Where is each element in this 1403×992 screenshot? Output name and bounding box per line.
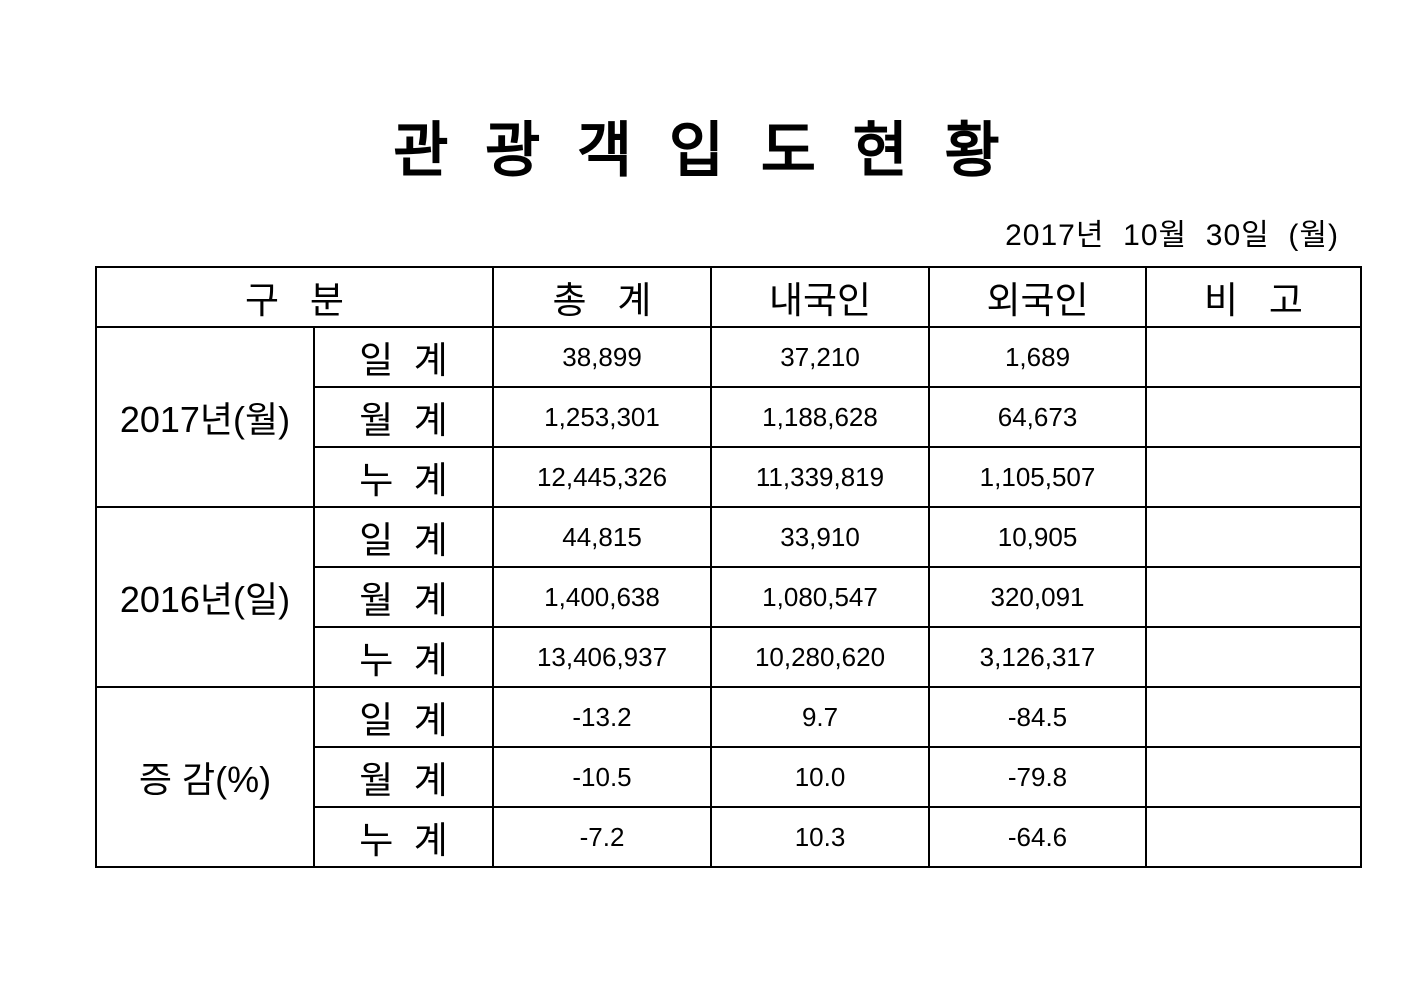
- cell-foreign: 3,126,317: [928, 626, 1148, 688]
- cell-foreign: -84.5: [928, 686, 1148, 748]
- cell-remarks: [1145, 446, 1363, 508]
- row-label: 누 계: [312, 446, 495, 508]
- cell-remarks: [1145, 746, 1363, 808]
- cell-foreign: -79.8: [928, 746, 1148, 808]
- cell-domestic: 10,280,620: [710, 626, 931, 688]
- cell-total: 1,253,301: [492, 386, 713, 448]
- cell-domestic: 10.0: [710, 746, 931, 808]
- cell-remarks: [1145, 686, 1363, 748]
- row-label: 일 계: [312, 326, 495, 388]
- cell-domestic: 33,910: [710, 506, 931, 568]
- row-label: 월 계: [312, 386, 495, 448]
- tourist-arrivals-table: 구 분 총 계 내국인 외국인 비 고 2017년(월) 일 계 38,899 …: [94, 266, 1363, 868]
- cell-foreign: -64.6: [928, 806, 1148, 868]
- row-label: 누 계: [312, 806, 495, 868]
- cell-foreign: 1,105,507: [928, 446, 1148, 508]
- table-row: 월 계 -10.5 10.0 -79.8: [96, 746, 1363, 808]
- table-row: 월 계 1,253,301 1,188,628 64,673: [96, 386, 1363, 448]
- report-date: 2017년 10월 30일 (월): [1005, 219, 1339, 252]
- cell-remarks: [1145, 566, 1363, 628]
- table-row: 증 감(%) 일 계 -13.2 9.7 -84.5: [95, 686, 1363, 868]
- table-header-row: 구 분 총 계 내국인 외국인 비 고: [94, 266, 1363, 328]
- cell-foreign: 1,689: [928, 326, 1148, 388]
- table-row: 2016년(일) 일 계 44,815 33,910 10,905: [95, 506, 1363, 688]
- page-title: 관 광 객 입 도 현 황: [393, 117, 1010, 184]
- cell-domestic: 9.7: [710, 686, 931, 748]
- table-row: 2017년(월) 일 계 38,899 37,210 1,689: [95, 326, 1363, 508]
- cell-domestic: 10.3: [710, 806, 931, 868]
- row-label: 월 계: [312, 746, 495, 808]
- cell-total: -7.2: [492, 806, 713, 868]
- row-label: 일 계: [312, 686, 495, 748]
- row-label: 일 계: [312, 506, 495, 568]
- cell-remarks: [1145, 506, 1363, 568]
- group-label-2016: 2016년(일): [95, 506, 315, 688]
- cell-foreign: 320,091: [928, 566, 1148, 628]
- cell-remarks: [1145, 326, 1363, 388]
- group-label-2017: 2017년(월): [95, 326, 315, 508]
- cell-domestic: 1,188,628: [710, 386, 931, 448]
- cell-remarks: [1145, 806, 1363, 868]
- table-row: 월 계 1,400,638 1,080,547 320,091: [96, 566, 1363, 628]
- header-total: 총 계: [492, 266, 713, 328]
- cell-total: -13.2: [492, 686, 713, 748]
- header-remarks: 비 고: [1145, 266, 1363, 328]
- cell-total: 1,400,638: [492, 566, 713, 628]
- header-foreign: 외국인: [928, 266, 1148, 328]
- cell-domestic: 1,080,547: [710, 566, 931, 628]
- group-label-change: 증 감(%): [95, 686, 315, 868]
- cell-total: 12,445,326: [492, 446, 713, 508]
- table-row: 누 계 12,445,326 11,339,819 1,105,507: [96, 446, 1363, 508]
- header-category: 구 분: [94, 266, 495, 328]
- row-label: 누 계: [312, 626, 495, 688]
- cell-domestic: 37,210: [710, 326, 931, 388]
- cell-remarks: [1145, 386, 1363, 448]
- cell-total: 38,899: [492, 326, 713, 388]
- cell-total: -10.5: [492, 746, 713, 808]
- cell-foreign: 10,905: [928, 506, 1148, 568]
- table-row: 누 계 -7.2 10.3 -64.6: [96, 806, 1363, 868]
- cell-total: 44,815: [492, 506, 713, 568]
- table-row: 누 계 13,406,937 10,280,620 3,126,317: [96, 626, 1363, 688]
- cell-total: 13,406,937: [492, 626, 713, 688]
- header-domestic: 내국인: [710, 266, 931, 328]
- row-label: 월 계: [312, 566, 495, 628]
- cell-foreign: 64,673: [928, 386, 1148, 448]
- cell-domestic: 11,339,819: [710, 446, 931, 508]
- cell-remarks: [1145, 626, 1363, 688]
